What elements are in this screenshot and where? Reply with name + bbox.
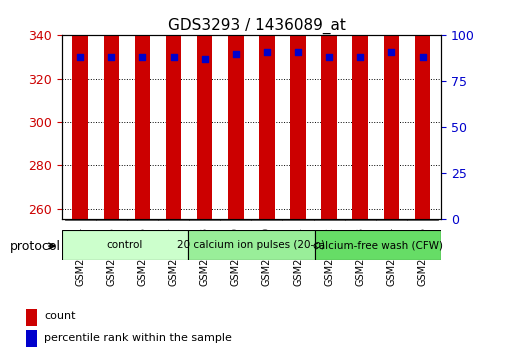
Text: protocol: protocol: [10, 240, 61, 252]
Point: [107, 55, 115, 60]
Point: [356, 55, 364, 60]
Bar: [26, 330, 37, 347]
Bar: [415, 0, 430, 219]
Text: percentile rank within the sample: percentile rank within the sample: [44, 333, 232, 343]
Text: calcium-free wash (CFW): calcium-free wash (CFW): [313, 240, 443, 250]
FancyBboxPatch shape: [188, 230, 314, 260]
Point: [169, 55, 177, 60]
Point: [201, 57, 209, 62]
Bar: [352, 0, 368, 219]
Point: [232, 51, 240, 57]
Text: count: count: [44, 311, 75, 321]
FancyBboxPatch shape: [62, 230, 188, 260]
Point: [139, 55, 147, 60]
Bar: [228, 0, 244, 219]
Bar: [197, 0, 212, 219]
Bar: [290, 0, 306, 219]
Text: control: control: [107, 240, 143, 250]
Point: [76, 55, 84, 60]
Bar: [259, 0, 274, 219]
Point: [325, 55, 333, 60]
Text: GDS3293 / 1436089_at: GDS3293 / 1436089_at: [168, 18, 345, 34]
Point: [387, 49, 396, 55]
Bar: [104, 0, 119, 219]
Point: [419, 55, 427, 60]
Bar: [26, 309, 37, 326]
Point: [263, 49, 271, 55]
FancyBboxPatch shape: [314, 230, 441, 260]
Bar: [166, 0, 182, 219]
Bar: [135, 0, 150, 219]
Bar: [72, 0, 88, 219]
Bar: [384, 0, 399, 219]
Bar: [321, 0, 337, 219]
Point: [294, 49, 302, 55]
Text: 20 calcium ion pulses (20-p): 20 calcium ion pulses (20-p): [177, 240, 325, 250]
